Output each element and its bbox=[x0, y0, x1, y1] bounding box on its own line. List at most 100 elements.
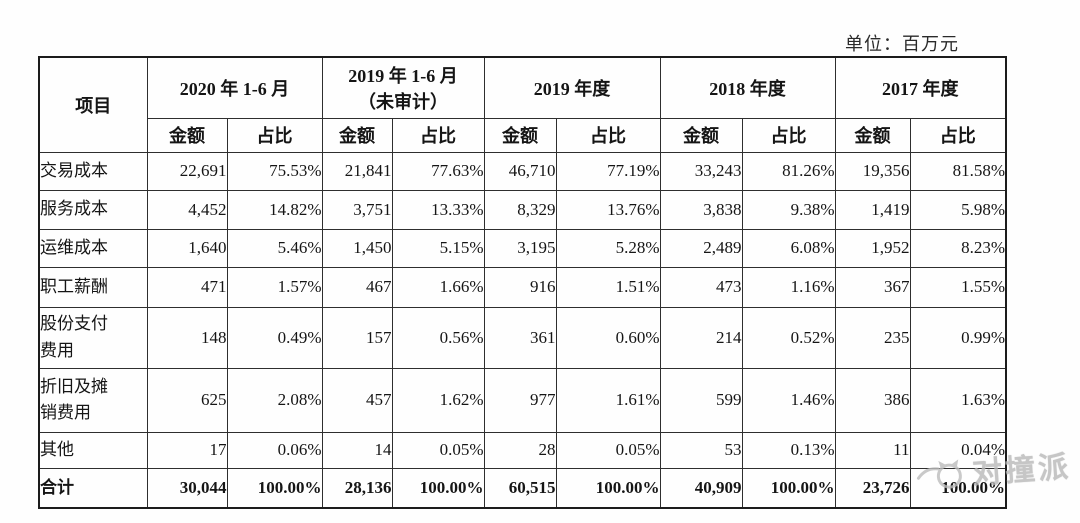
ratio-cell: 75.53% bbox=[226, 151, 323, 191]
ratio-cell: 100.00% bbox=[741, 467, 836, 509]
ratio-cell: 0.60% bbox=[555, 306, 661, 369]
group-label-line2: （未审计） bbox=[358, 91, 448, 112]
amount-cell: 473 bbox=[659, 266, 743, 308]
column-group-2019: 2019 年度 bbox=[483, 56, 661, 119]
total-row: 合计 30,044 100.00% 28,136 100.00% 60,515 100.00… bbox=[38, 467, 1007, 509]
amount-cell: 60,515 bbox=[483, 467, 557, 509]
table-header: 项目 2020 年 1-6 月 2019 年 1-6 月 （未审计） 2019 年… bbox=[38, 56, 1007, 153]
amount-cell: 21,841 bbox=[321, 151, 393, 191]
ratio-cell: 0.05% bbox=[555, 431, 661, 469]
row-label: 股份支付 费用 bbox=[38, 306, 148, 369]
ratio-cell: 81.26% bbox=[741, 151, 836, 191]
amount-cell: 1,952 bbox=[834, 228, 911, 268]
ratio-cell: 2.08% bbox=[226, 367, 323, 433]
amount-cell: 599 bbox=[659, 367, 743, 433]
amount-cell: 28,136 bbox=[321, 467, 393, 509]
row-label: 合计 bbox=[38, 467, 148, 509]
column-group-2018: 2018 年度 bbox=[659, 56, 836, 119]
ratio-cell: 0.56% bbox=[391, 306, 485, 369]
amount-cell: 214 bbox=[659, 306, 743, 369]
ratio-cell: 0.06% bbox=[226, 431, 323, 469]
amount-cell: 1,640 bbox=[146, 228, 228, 268]
ratio-cell: 5.46% bbox=[226, 228, 323, 268]
ratio-cell: 14.82% bbox=[226, 189, 323, 230]
table-row: 股份支付 费用 148 0.49% 157 0.56% 361 0.60% 214 0.52% 2… bbox=[38, 306, 1007, 369]
amount-cell: 467 bbox=[321, 266, 393, 308]
ratio-cell: 77.19% bbox=[555, 151, 661, 191]
amount-cell: 17 bbox=[146, 431, 228, 469]
row-label: 运维成本 bbox=[38, 228, 148, 268]
ratio-cell: 1.51% bbox=[555, 266, 661, 308]
amount-cell: 471 bbox=[146, 266, 228, 308]
column-group-2020h1: 2020 年 1-6 月 bbox=[146, 56, 323, 119]
ratio-cell: 1.61% bbox=[555, 367, 661, 433]
table-row: 其他 17 0.06% 14 0.05% 28 0.05% 53 0.13% 11 0.04% bbox=[38, 431, 1007, 469]
ratio-cell: 0.49% bbox=[226, 306, 323, 369]
ratio-cell: 1.62% bbox=[391, 367, 485, 433]
amount-cell: 386 bbox=[834, 367, 911, 433]
cost-breakdown-table: 项目 2020 年 1-6 月 2019 年 1-6 月 （未审计） 2019 年… bbox=[38, 56, 1007, 509]
ratio-cell: 81.58% bbox=[909, 151, 1007, 191]
amount-cell: 2,489 bbox=[659, 228, 743, 268]
amount-cell: 28 bbox=[483, 431, 557, 469]
group-label: 2019 年 1-6 月 bbox=[348, 65, 458, 86]
table-body: 交易成本 22,691 75.53% 21,841 77.63% 46,710 77.19%… bbox=[38, 151, 1007, 509]
ratio-cell: 13.76% bbox=[555, 189, 661, 230]
ratio-cell: 0.04% bbox=[909, 431, 1007, 469]
ratio-cell: 77.63% bbox=[391, 151, 485, 191]
amount-cell: 157 bbox=[321, 306, 393, 369]
ratio-cell: 0.05% bbox=[391, 431, 485, 469]
header-row-groups: 项目 2020 年 1-6 月 2019 年 1-6 月 （未审计） 2019 年… bbox=[38, 56, 1007, 153]
ratio-cell: 5.28% bbox=[555, 228, 661, 268]
ratio-cell: 5.98% bbox=[909, 189, 1007, 230]
amount-cell: 14 bbox=[321, 431, 393, 469]
amount-cell: 46,710 bbox=[483, 151, 557, 191]
subheader-amount: 金额 bbox=[146, 117, 228, 153]
ratio-cell: 6.08% bbox=[741, 228, 836, 268]
ratio-cell: 100.00% bbox=[226, 467, 323, 509]
amount-cell: 11 bbox=[834, 431, 911, 469]
subheader-amount: 金额 bbox=[659, 117, 743, 153]
row-label: 折旧及摊 销费用 bbox=[38, 367, 148, 433]
amount-cell: 3,751 bbox=[321, 189, 393, 230]
amount-cell: 148 bbox=[146, 306, 228, 369]
row-label: 交易成本 bbox=[38, 151, 148, 191]
table-row: 职工薪酬 471 1.57% 467 1.66% 916 1.51% 473 1.16% 367 1… bbox=[38, 266, 1007, 308]
amount-cell: 235 bbox=[834, 306, 911, 369]
ratio-cell: 100.00% bbox=[909, 467, 1007, 509]
unit-label: 单位：百万元 bbox=[845, 34, 959, 54]
subheader-ratio: 占比 bbox=[741, 117, 836, 153]
amount-cell: 1,419 bbox=[834, 189, 911, 230]
ratio-cell: 5.15% bbox=[391, 228, 485, 268]
ratio-cell: 0.99% bbox=[909, 306, 1007, 369]
subheader-ratio: 占比 bbox=[555, 117, 661, 153]
ratio-cell: 0.13% bbox=[741, 431, 836, 469]
table-row: 服务成本 4,452 14.82% 3,751 13.33% 8,329 13.76% 3,8… bbox=[38, 189, 1007, 230]
ratio-cell: 1.63% bbox=[909, 367, 1007, 433]
ratio-cell: 13.33% bbox=[391, 189, 485, 230]
ratio-cell: 8.23% bbox=[909, 228, 1007, 268]
table-row: 折旧及摊 销费用 625 2.08% 457 1.62% 977 1.61% 599 1.46%… bbox=[38, 367, 1007, 433]
amount-cell: 23,726 bbox=[834, 467, 911, 509]
ratio-cell: 100.00% bbox=[391, 467, 485, 509]
amount-cell: 8,329 bbox=[483, 189, 557, 230]
ratio-cell: 9.38% bbox=[741, 189, 836, 230]
ratio-cell: 1.16% bbox=[741, 266, 836, 308]
subheader-ratio: 占比 bbox=[226, 117, 323, 153]
group-label: 2020 年 1-6 月 bbox=[179, 78, 290, 99]
amount-cell: 40,909 bbox=[659, 467, 743, 509]
amount-cell: 1,450 bbox=[321, 228, 393, 268]
amount-cell: 457 bbox=[321, 367, 393, 433]
ratio-cell: 1.66% bbox=[391, 266, 485, 308]
amount-cell: 977 bbox=[483, 367, 557, 433]
column-group-2019h1: 2019 年 1-6 月 （未审计） bbox=[321, 56, 485, 119]
ratio-cell: 1.55% bbox=[909, 266, 1007, 308]
amount-cell: 33,243 bbox=[659, 151, 743, 191]
amount-cell: 53 bbox=[659, 431, 743, 469]
subheader-ratio: 占比 bbox=[909, 117, 1007, 153]
subheader-amount: 金额 bbox=[483, 117, 557, 153]
ratio-cell: 1.46% bbox=[741, 367, 836, 433]
ratio-cell: 0.52% bbox=[741, 306, 836, 369]
amount-cell: 367 bbox=[834, 266, 911, 308]
